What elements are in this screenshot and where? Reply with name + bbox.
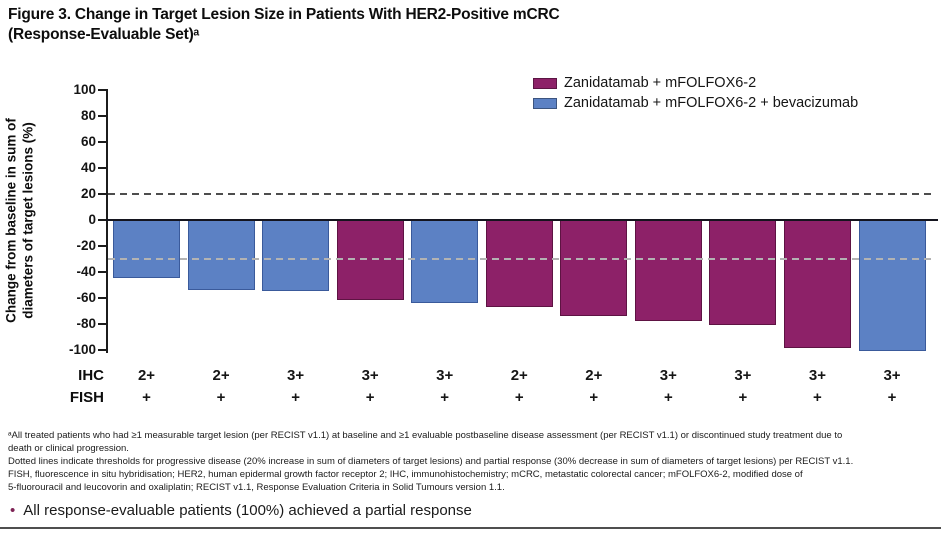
y-axis-tick (98, 297, 107, 299)
fish-value: + (142, 389, 151, 406)
footnote-line: FISH, fluorescence in situ hybridisation… (8, 469, 803, 480)
y-axis-tick-label: -60 (76, 290, 96, 305)
figure-title-line2: (Response-Evaluable Set)ᵃ (8, 26, 200, 43)
footnotes: ᵃAll treated patients who had ≥1 measura… (8, 429, 936, 494)
y-axis-tick-label: -20 (76, 238, 96, 253)
waterfall-bar (187, 221, 255, 290)
waterfall-bar (336, 221, 404, 301)
y-axis-title-line2: diameters of target lesions (%) (20, 122, 35, 319)
figure-title-line1: Figure 3. Change in Target Lesion Size i… (8, 6, 560, 23)
y-axis-line (106, 89, 108, 353)
ihc-value: 3+ (883, 367, 901, 384)
ihc-value: 2+ (212, 367, 230, 384)
footnote-line: Dotted lines indicate thresholds for pro… (8, 456, 854, 467)
waterfall-bar (709, 221, 777, 325)
x-row-header-ihc: IHC (78, 367, 104, 384)
waterfall-chart: Change from baseline in sum of diameters… (4, 71, 938, 406)
y-axis-title: Change from baseline in sum of diameters… (4, 71, 37, 371)
y-axis-tick (98, 193, 107, 195)
y-axis-tick (98, 141, 107, 143)
waterfall-bar (113, 221, 180, 279)
ihc-value: 3+ (659, 367, 677, 384)
y-axis-tick-label: 80 (80, 108, 96, 123)
y-axis-tick (98, 245, 107, 247)
footnote-line: death or clinical progression. (8, 443, 129, 454)
fish-value: + (365, 389, 375, 406)
y-axis-tick-label: -100 (68, 342, 96, 357)
waterfall-bar (783, 221, 851, 349)
bullet-icon: • (10, 502, 16, 519)
y-axis-tick (98, 89, 107, 91)
footnote-line: 5-fluorouracil and leucovorin and oxalip… (8, 482, 505, 493)
fish-value: + (440, 389, 450, 406)
legend-label: Zanidatamab + mFOLFOX6-2 (564, 75, 757, 91)
legend-label: Zanidatamab + mFOLFOX6-2 + bevacizumab (564, 95, 859, 111)
waterfall-bar (485, 221, 553, 307)
legend-item: Zanidatamab + mFOLFOX6-2 + bevacizumab (533, 93, 858, 113)
fish-value: + (291, 389, 300, 406)
waterfall-bar (858, 221, 926, 351)
y-axis-tick-label: 60 (80, 134, 96, 149)
waterfall-bar (411, 221, 479, 303)
threshold-line-pd (108, 193, 936, 195)
fish-value: + (216, 389, 226, 406)
fish-value: + (813, 389, 822, 406)
y-axis-tick-label: -80 (76, 316, 96, 331)
ihc-value: 2+ (137, 367, 156, 384)
ihc-value: 3+ (808, 367, 826, 384)
ihc-value: 3+ (287, 367, 305, 384)
y-axis-tick (98, 167, 107, 169)
ihc-value: 2+ (510, 367, 528, 384)
y-axis-title-line1: Change from baseline in sum of (3, 118, 19, 323)
ihc-value: 2+ (585, 367, 603, 384)
ihc-value: 3+ (734, 367, 752, 384)
y-axis-tick-label: 20 (80, 186, 96, 201)
y-axis-tick (98, 349, 107, 351)
waterfall-bar (262, 221, 330, 292)
fish-value: + (738, 389, 748, 406)
y-axis-tick (98, 271, 107, 273)
threshold-line-pr (108, 258, 936, 260)
y-axis-tick-label: 40 (80, 160, 96, 175)
y-axis-tick-label: 100 (73, 82, 96, 97)
ihc-value: 3+ (436, 367, 454, 384)
y-axis-tick (98, 323, 107, 325)
x-row-header-fish: FISH (69, 389, 104, 406)
figure-title: Figure 3. Change in Target Lesion Size i… (8, 5, 560, 45)
fish-value: + (589, 389, 599, 406)
fish-value: + (514, 389, 524, 406)
y-axis-tick (98, 219, 107, 221)
zero-baseline (106, 219, 938, 221)
legend-swatch-icon (533, 77, 557, 89)
fish-value: + (887, 389, 897, 406)
legend-item: Zanidatamab + mFOLFOX6-2 (533, 73, 858, 93)
summary-bullet-text: All response-evaluable patients (100%) a… (23, 502, 472, 519)
legend-swatch-icon (533, 97, 557, 109)
ihc-value: 3+ (361, 367, 379, 384)
waterfall-bar (634, 221, 702, 322)
bottom-divider (0, 527, 941, 529)
chart-legend: Zanidatamab + mFOLFOX6-2 Zanidatamab + mF… (533, 73, 858, 113)
waterfall-bar (560, 221, 628, 316)
y-axis-tick-label: 0 (88, 212, 96, 227)
summary-bullet: • All response-evaluable patients (100%)… (10, 501, 472, 521)
footnote-line: ᵃAll treated patients who had ≥1 measura… (8, 430, 843, 441)
y-axis-tick-label: -40 (76, 264, 96, 279)
fish-value: + (663, 389, 673, 406)
y-axis-tick (98, 115, 107, 117)
